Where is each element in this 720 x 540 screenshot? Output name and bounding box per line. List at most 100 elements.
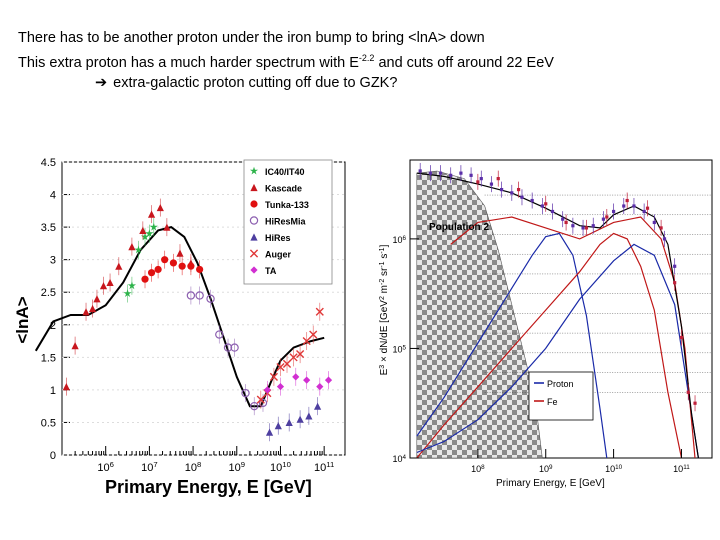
spectrum-data-point bbox=[500, 187, 504, 192]
spectrum-data-point bbox=[622, 204, 626, 208]
lna-data-point bbox=[258, 398, 268, 408]
lna-data-point bbox=[140, 232, 150, 241]
spectrum-data-point bbox=[673, 264, 677, 268]
lna-series-ic40-it40 bbox=[123, 218, 158, 303]
lna-data-point bbox=[269, 372, 279, 381]
lna-legend: IC40/IT40 Kascade Tunka-133 HiResMia HiRes Au… bbox=[243, 159, 333, 285]
spectrum-y-tick-label-base: 10 bbox=[392, 344, 402, 354]
lna-y-tick-label: 2.5 bbox=[41, 287, 56, 299]
lna-legend-label: Tunka-133 bbox=[265, 200, 309, 210]
lna-y-tick-label: 1 bbox=[50, 385, 56, 397]
lna-legend-marker bbox=[249, 249, 259, 258]
lna-data-point bbox=[93, 295, 101, 303]
lna-legend-label: HiResMia bbox=[265, 217, 307, 227]
spectrum-data-point bbox=[479, 177, 483, 181]
lna-data-point bbox=[115, 262, 123, 270]
spectrum-x-tick-label: 1011 bbox=[673, 464, 690, 475]
spectrum-grid bbox=[484, 194, 712, 393]
lna-x-tick-label-exp: 10 bbox=[282, 460, 291, 469]
lna-data-point bbox=[99, 282, 108, 290]
lna-y-tick-label: 0.5 bbox=[41, 417, 56, 429]
lna-legend-marker bbox=[250, 266, 258, 274]
lna-y-tick-label: 0 bbox=[50, 450, 56, 462]
lna-data-point bbox=[302, 336, 311, 346]
lna-y-tick-label: 4 bbox=[50, 190, 56, 202]
lna-data-point bbox=[195, 291, 204, 300]
spectrum-y-tick-label: 105 bbox=[392, 344, 406, 355]
lna-legend-label: TA bbox=[265, 266, 277, 276]
lna-data-point bbox=[296, 415, 304, 423]
spectrum-data-point bbox=[428, 171, 432, 175]
lna-x-tick-label-exp: 6 bbox=[110, 460, 114, 469]
spectrum-legend-label: Fe bbox=[547, 397, 558, 407]
spectrum-curve-fe bbox=[416, 232, 683, 459]
spectrum-data-point bbox=[516, 187, 521, 192]
spectrum-data-point bbox=[673, 281, 677, 285]
lna-data-point bbox=[223, 343, 233, 352]
lna-data-point bbox=[186, 291, 196, 300]
lna-series-hires bbox=[265, 397, 322, 442]
spectrum-data-point bbox=[438, 171, 443, 175]
spectrum-data-point bbox=[659, 226, 663, 230]
spectrum-legend-label: Proton bbox=[547, 379, 574, 389]
spectrum-data-point bbox=[605, 215, 609, 219]
spectrum-data-point bbox=[645, 206, 650, 210]
lna-legend-marker bbox=[250, 233, 258, 241]
lna-data-point bbox=[134, 245, 143, 254]
lna-data-point bbox=[289, 353, 298, 362]
lna-x-tick-label-base: 10 bbox=[185, 462, 197, 474]
lna-data-point bbox=[241, 388, 250, 398]
spectrum-data-point bbox=[632, 204, 636, 208]
lna-data-point bbox=[196, 265, 204, 274]
spectrum-y-tick-label: 106 bbox=[392, 234, 406, 245]
spectrum-data-point bbox=[418, 169, 422, 173]
lna-series-hiresmia bbox=[186, 286, 268, 416]
lna-x-tick-label: 106 bbox=[97, 460, 114, 475]
lna-data-point bbox=[285, 418, 293, 427]
spectrum-x-tick-label: 109 bbox=[539, 464, 553, 475]
spectrum-data-point bbox=[510, 191, 514, 195]
lna-data-point bbox=[147, 269, 156, 277]
lna-x-tick-label: 1011 bbox=[314, 460, 334, 475]
spectrum-y-tick-label-exp: 5 bbox=[402, 344, 406, 351]
spectrum-data-point bbox=[679, 335, 684, 340]
lna-legend-box bbox=[243, 159, 333, 285]
lna-x-tick-label: 107 bbox=[141, 460, 158, 475]
spectrum-data-point bbox=[581, 226, 585, 230]
population-2-label: Population 2 bbox=[429, 222, 489, 233]
spectrum-x-tick-label-base: 10 bbox=[673, 464, 683, 474]
spectrum-y-axis-label: E3 × dN/dE [GeV2 m-2 sr-1 s-1] bbox=[379, 244, 391, 375]
lna-data-point bbox=[106, 278, 114, 287]
lna-legend-marker bbox=[250, 183, 258, 192]
lna-y-tick-label: 3 bbox=[50, 255, 56, 267]
lna-data-point bbox=[156, 203, 164, 212]
spectrum-y-tick-label-exp: 6 bbox=[402, 234, 406, 241]
lna-data-point bbox=[123, 289, 132, 297]
lna-x-tick-label-exp: 8 bbox=[197, 460, 201, 469]
lna-x-tick-label-base: 10 bbox=[141, 462, 153, 474]
spectrum-y-tick-label-base: 10 bbox=[392, 454, 402, 464]
lna-chart: 00.511.522.533.544.5 106 107 108 109 1010 101… bbox=[13, 157, 346, 497]
spectrum-legend-box bbox=[528, 371, 594, 421]
spectrum-data-point bbox=[601, 217, 606, 221]
lna-data-point bbox=[305, 412, 313, 420]
spectrum-x-tick-label-base: 10 bbox=[539, 464, 549, 474]
spectrum-y-tick-label-base: 10 bbox=[392, 235, 402, 245]
spectrum-data-point bbox=[561, 217, 565, 221]
line3-text: extra-galactic proton cutting off due to… bbox=[113, 75, 398, 91]
spectrum-curve-proton bbox=[416, 232, 608, 459]
lna-x-tick-label: 1010 bbox=[270, 460, 291, 475]
lna-data-point bbox=[303, 376, 311, 384]
lna-data-point bbox=[215, 330, 224, 339]
lna-data-point bbox=[176, 249, 184, 257]
spectrum-x-tick-label-exp: 11 bbox=[683, 464, 690, 471]
lna-data-point bbox=[163, 223, 171, 231]
lna-data-point bbox=[169, 259, 178, 267]
spectrum-data-point bbox=[449, 173, 453, 177]
spectrum-x-axis-label: Primary Energy, E [GeV] bbox=[496, 478, 605, 489]
spectrum-x-tick-label: 1010 bbox=[605, 464, 623, 475]
lna-data-point bbox=[178, 262, 186, 270]
lna-data-point bbox=[145, 229, 154, 238]
lna-y-axis-label: <lnA> bbox=[13, 296, 32, 343]
